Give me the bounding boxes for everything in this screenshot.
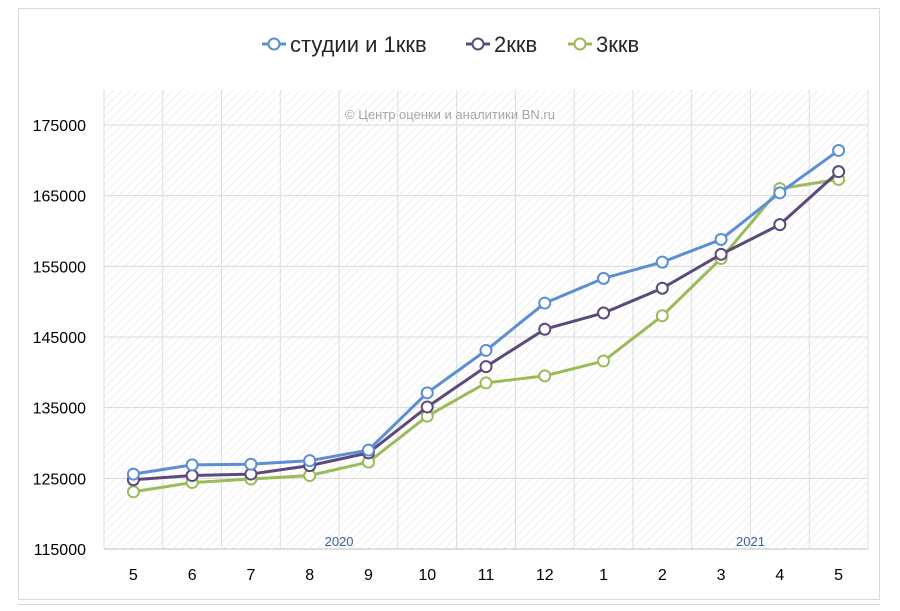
x-tick-label: 11 (478, 567, 495, 584)
data-point (597, 354, 611, 368)
legend: студии и 1ккв 2ккв 3ккв (262, 32, 639, 57)
data-point (538, 369, 552, 383)
legend-swatch-marker (267, 37, 281, 51)
x-tick-label: 8 (305, 567, 314, 584)
data-point (479, 376, 493, 390)
data-point (303, 454, 317, 468)
year-label: 2021 (736, 534, 765, 549)
bottom-rule (18, 604, 880, 605)
data-point (655, 255, 669, 269)
x-tick-label: 1 (599, 567, 608, 584)
legend-item: 3ккв (568, 32, 639, 57)
data-point (126, 467, 140, 481)
data-point (597, 306, 611, 320)
data-point (773, 218, 787, 232)
data-point (832, 143, 846, 157)
data-point (655, 281, 669, 295)
legend-swatch-marker (471, 37, 485, 51)
data-point (832, 165, 846, 179)
x-tick-label: 3 (717, 567, 726, 584)
data-point (244, 457, 258, 471)
y-tick-label: 135000 (33, 401, 86, 418)
x-tick-label: 2 (658, 567, 667, 584)
data-point (597, 271, 611, 285)
x-tick-label: 10 (418, 567, 436, 584)
data-point (479, 343, 493, 357)
watermark: © Центр оценки и аналитики BN.ru (345, 107, 555, 122)
data-point (185, 469, 199, 483)
watermark-text: © Центр оценки и аналитики BN.ru (345, 107, 555, 122)
y-tick-label: 145000 (33, 330, 86, 347)
year-annotations: 2020 2021 (325, 534, 765, 549)
y-tick-label: 155000 (33, 259, 86, 276)
year-label: 2020 (325, 534, 354, 549)
data-point (126, 485, 140, 499)
legend-label: 3ккв (596, 32, 639, 57)
data-point (420, 400, 434, 414)
data-point (714, 247, 728, 261)
y-tick-label: 175000 (33, 118, 86, 135)
data-point (185, 458, 199, 472)
series-lines (126, 143, 846, 499)
y-tick-label: 115000 (34, 542, 86, 559)
legend-item: студии и 1ккв (262, 32, 427, 57)
data-point (773, 186, 787, 200)
legend-swatch-marker (573, 37, 587, 51)
legend-label: 2ккв (494, 32, 537, 57)
x-tick-label: 6 (188, 567, 197, 584)
x-tick-label: 5 (834, 567, 843, 584)
series-0 (126, 143, 846, 481)
plot-area (104, 90, 868, 549)
data-point (714, 232, 728, 246)
x-tick-label: 7 (246, 567, 255, 584)
gridlines (103, 90, 869, 550)
x-tick-label: 12 (536, 567, 554, 584)
data-point (655, 309, 669, 323)
y-axis: 115000 125000 135000 145000 155000 165000 1750… (33, 118, 86, 559)
y-tick-label: 125000 (33, 471, 86, 488)
data-point (538, 296, 552, 310)
data-point (420, 386, 434, 400)
x-tick-label: 4 (775, 567, 784, 584)
data-point (538, 322, 552, 336)
x-axis: 5 6 7 8 9 10 11 12 1 2 3 4 5 (129, 567, 843, 584)
x-tick-label: 5 (129, 567, 138, 584)
plot-background (104, 90, 868, 549)
legend-label: студии и 1ккв (290, 32, 427, 57)
data-point (361, 443, 375, 457)
x-tick-label: 9 (364, 567, 373, 584)
y-tick-label: 165000 (33, 189, 86, 206)
data-point (479, 360, 493, 374)
legend-item: 2ккв (466, 32, 537, 57)
